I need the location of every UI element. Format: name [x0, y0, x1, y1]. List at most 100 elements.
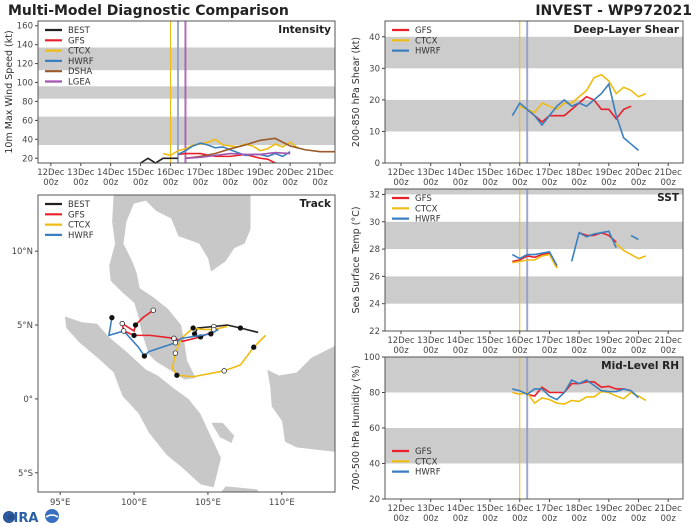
ctcx-track-line [171, 325, 267, 378]
cira-logo: CIRA [3, 509, 59, 525]
x-tick-hour: 00z [453, 346, 469, 356]
plot-frame [37, 194, 336, 493]
x-tick-hour: 00z [103, 178, 119, 188]
x-tick-label: 110°E [269, 498, 295, 508]
legend-label: HWRF [68, 231, 94, 241]
intensity-panel: 12Dec00z13Dec00z14Dec00z15Dec00z16Dec00z… [4, 20, 336, 188]
y-axis-label: Sea Surface Temp (°C) [351, 206, 362, 313]
logo-text: CIRA [4, 511, 38, 525]
x-tick-date: 18Dec [217, 168, 245, 178]
legend-label: HWRF [68, 57, 94, 67]
track-point-marker [221, 368, 227, 374]
gfs-series-line [177, 152, 276, 164]
legend-label: HWRF [415, 468, 441, 478]
y-tick-label: 80 [22, 97, 33, 107]
plot-frame [384, 188, 684, 332]
y-tick-label: 20 [369, 495, 380, 505]
y-tick-label: 20 [369, 96, 380, 106]
x-tick-date: 18Dec [565, 504, 593, 514]
x-tick-date: 20Dec [277, 168, 305, 178]
legend-label: DSHA [68, 67, 92, 77]
track-point-marker [237, 325, 244, 331]
x-tick-hour: 00z [482, 178, 498, 188]
figure-title: Multi-Model Diagnostic Comparison [8, 3, 289, 19]
track-point-marker [190, 325, 196, 331]
shaded-band [385, 189, 683, 195]
x-tick-label: 105°E [195, 498, 221, 508]
x-tick-hour: 00z [453, 514, 469, 524]
track-point-marker [119, 320, 125, 327]
x-tick-hour: 00z [393, 514, 409, 524]
x-tick-date: 13Dec [417, 336, 445, 346]
x-tick-label: 95°E [50, 498, 70, 508]
plot-frame [37, 20, 336, 164]
x-tick-hour: 00z [512, 178, 528, 188]
x-tick-date: 13Dec [417, 168, 445, 178]
x-tick-date: 12Dec [387, 168, 415, 178]
y-tick-label: 5°S [18, 469, 33, 479]
x-tick-hour: 00z [43, 178, 59, 188]
x-tick-hour: 00z [571, 178, 587, 188]
y-axis-label: 700-500 hPa Humidity (%) [351, 365, 362, 490]
hwrf-series-line [177, 142, 291, 158]
track-point-marker [131, 332, 137, 339]
hwrf-series-line [512, 379, 640, 401]
ctcx-series-line [162, 138, 299, 157]
landmass [108, 195, 252, 380]
y-tick-label: 20 [22, 154, 33, 164]
shaded-band [38, 47, 335, 71]
x-tick-hour: 00z [423, 346, 439, 356]
y-tick-label: 32 [369, 190, 380, 200]
x-tick-date: 14Dec [447, 336, 475, 346]
y-tick-label: 24 [369, 300, 380, 310]
x-tick-date: 17Dec [536, 168, 564, 178]
y-tick-label: 10°N [12, 247, 33, 257]
x-tick-hour: 00z [601, 178, 617, 188]
y-tick-label: 30 [369, 64, 380, 74]
x-tick-hour: 00z [631, 178, 647, 188]
x-tick-date: 18Dec [565, 336, 593, 346]
x-tick-hour: 00z [482, 346, 498, 356]
y-tick-label: 30 [369, 218, 380, 228]
y-tick-label: 140 [17, 41, 33, 51]
legend-label: GFS [68, 36, 85, 46]
y-tick-label: 0 [375, 159, 380, 169]
y-tick-label: 28 [369, 245, 380, 255]
panel-title: SST [657, 192, 680, 204]
legend-label: HWRF [415, 47, 441, 57]
x-tick-hour: 00z [133, 178, 149, 188]
x-tick-date: 17Dec [187, 168, 215, 178]
x-tick-hour: 00z [482, 514, 498, 524]
track-point-marker [150, 307, 156, 313]
x-tick-hour: 00z [282, 178, 298, 188]
x-tick-date: 15Dec [127, 168, 155, 178]
legend-label: CTCX [415, 457, 438, 467]
x-tick-hour: 00z [542, 514, 558, 524]
ctcx-series-line [512, 390, 647, 405]
x-tick-hour: 00z [631, 346, 647, 356]
x-tick-hour: 00z [512, 346, 528, 356]
x-tick-date: 18Dec [565, 168, 593, 178]
x-tick-hour: 00z [601, 514, 617, 524]
track-point-marker [121, 328, 127, 334]
panel-title: Deep-Layer Shear [573, 24, 679, 36]
x-tick-date: 17Dec [536, 504, 564, 514]
x-tick-hour: 00z [193, 178, 209, 188]
hwrf-series-line [630, 234, 639, 241]
hwrf-series-line [511, 250, 558, 266]
x-tick-hour: 00z [393, 178, 409, 188]
track-point-marker [172, 350, 179, 356]
x-tick-hour: 00z [253, 178, 269, 188]
x-tick-date: 19Dec [595, 168, 623, 178]
x-tick-date: 15Dec [476, 168, 504, 178]
x-tick-date: 12Dec [37, 168, 65, 178]
track-point-marker [109, 314, 115, 321]
plot-frame [384, 20, 684, 164]
x-tick-date: 13Dec [417, 504, 445, 514]
x-tick-date: 16Dec [157, 168, 185, 178]
x-tick-date: 20Dec [625, 336, 653, 346]
track-point-marker [171, 335, 177, 341]
x-tick-hour: 00z [163, 178, 179, 188]
legend-label: BEST [68, 26, 91, 36]
